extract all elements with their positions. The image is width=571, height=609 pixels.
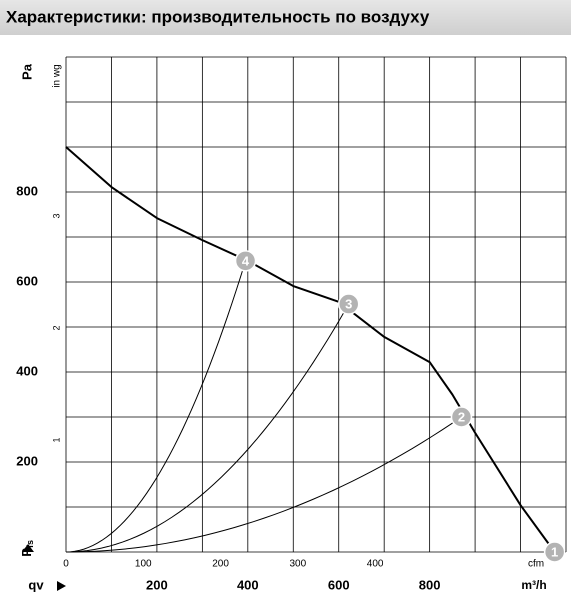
operating-point-label: 3 xyxy=(345,296,352,311)
y2-axis-label: in wg xyxy=(52,64,63,87)
operating-point-label: 1 xyxy=(551,544,558,559)
operating-point xyxy=(337,293,360,315)
y-tick-label: 400 xyxy=(16,363,38,378)
x2-tick-label: 100 xyxy=(135,559,152,570)
x-axis-label: m³/h xyxy=(521,578,546,592)
y2-tick-label: 2 xyxy=(51,326,61,331)
x-tick-label: 400 xyxy=(237,577,259,592)
x-symbol: qv xyxy=(28,577,44,592)
operating-point-label: 2 xyxy=(458,409,465,424)
x2-tick-label: 0 xyxy=(63,559,69,570)
header-bar xyxy=(0,0,571,35)
x-arrow xyxy=(57,581,66,591)
system-curve xyxy=(65,260,247,553)
y-tick-label: 800 xyxy=(16,183,38,198)
x2-tick-label: 400 xyxy=(367,559,384,570)
chart-title: Характеристики: производительность по во… xyxy=(6,7,430,26)
y-axis-label: Pa xyxy=(19,63,34,80)
system-curve xyxy=(65,303,350,553)
y-symbol: Pfs xyxy=(19,540,35,557)
y-arrow xyxy=(22,544,34,552)
operating-point xyxy=(543,541,566,563)
x2-axis-label: cfm xyxy=(528,559,544,570)
x-tick-label: 800 xyxy=(419,577,441,592)
y-tick-label: 600 xyxy=(16,273,38,288)
system-curve xyxy=(65,416,462,553)
x2-tick-label: 300 xyxy=(289,559,306,570)
y2-tick-label: 1 xyxy=(51,438,61,443)
x2-tick-label: 200 xyxy=(212,559,229,570)
y-tick-label: 200 xyxy=(16,453,38,468)
x-tick-label: 600 xyxy=(328,577,350,592)
operating-point xyxy=(234,250,257,272)
operating-point xyxy=(450,406,473,428)
operating-point-label: 4 xyxy=(242,253,250,268)
y2-tick-label: 3 xyxy=(51,214,61,219)
performance-curve xyxy=(65,146,556,553)
x-tick-label: 200 xyxy=(146,577,168,592)
